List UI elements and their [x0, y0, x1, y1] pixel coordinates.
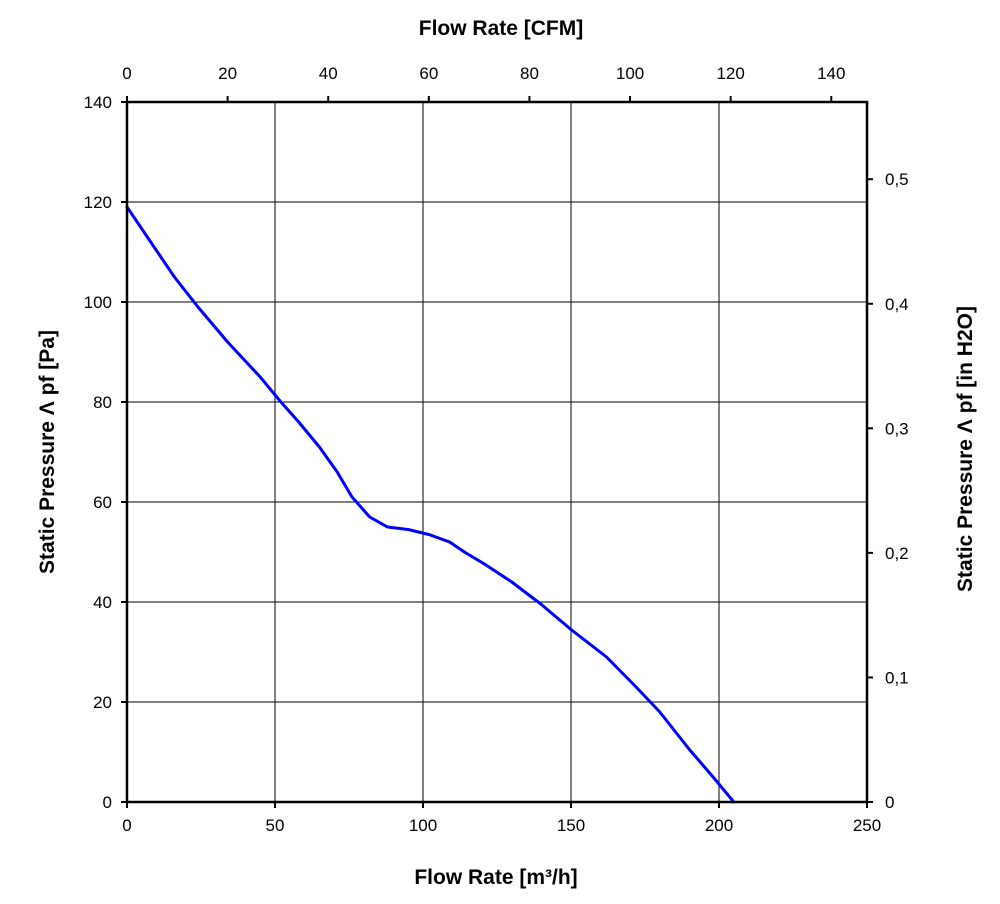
- x2-tick-label: 120: [716, 64, 744, 83]
- x2-tick-label: 20: [218, 64, 237, 83]
- x-tick-label: 50: [266, 816, 285, 835]
- x2-tick-label: 100: [616, 64, 644, 83]
- y2-tick-label: 0: [885, 793, 894, 812]
- x2-tick-label: 60: [419, 64, 438, 83]
- y-axis-title: Static Pressure Λ pf [Pa]: [36, 330, 59, 574]
- x2-tick-label: 40: [319, 64, 338, 83]
- curve-layer: [125, 205, 736, 804]
- x2-axis-title: Flow Rate [CFM]: [419, 17, 583, 40]
- y-tick-label: 120: [84, 193, 112, 212]
- y2-tick-label: 0,5: [885, 170, 909, 189]
- x-tick-label: 150: [557, 816, 585, 835]
- x-tick-label: 100: [409, 816, 437, 835]
- grid: [127, 102, 867, 802]
- y2-tick-label: 0,1: [885, 668, 909, 687]
- y-tick-label: 60: [93, 493, 112, 512]
- x2-tick-label: 80: [520, 64, 539, 83]
- pressure-curve: [125, 205, 736, 804]
- y2-axis-title: Static Pressure Λ pf [in H2O]: [954, 306, 977, 592]
- x-axis-title: Flow Rate [m³/h]: [414, 866, 577, 889]
- plot-frame: [125, 100, 869, 804]
- y2-tick-label: 0,4: [885, 295, 909, 314]
- y-tick-label: 20: [93, 693, 112, 712]
- y2-tick-label: 0,3: [885, 419, 909, 438]
- y-tick-label: 40: [93, 593, 112, 612]
- y-tick-label: 140: [84, 93, 112, 112]
- y-tick-label: 0: [103, 793, 112, 812]
- x-tick-label: 0: [122, 816, 131, 835]
- x-tick-label: 250: [853, 816, 881, 835]
- x2-tick-label: 140: [817, 64, 845, 83]
- y-tick-label: 80: [93, 393, 112, 412]
- x-tick-label: 200: [705, 816, 733, 835]
- y-tick-label: 100: [84, 293, 112, 312]
- axis-ticks: [121, 96, 873, 808]
- y2-tick-label: 0,2: [885, 544, 909, 563]
- x2-tick-label: 0: [122, 64, 131, 83]
